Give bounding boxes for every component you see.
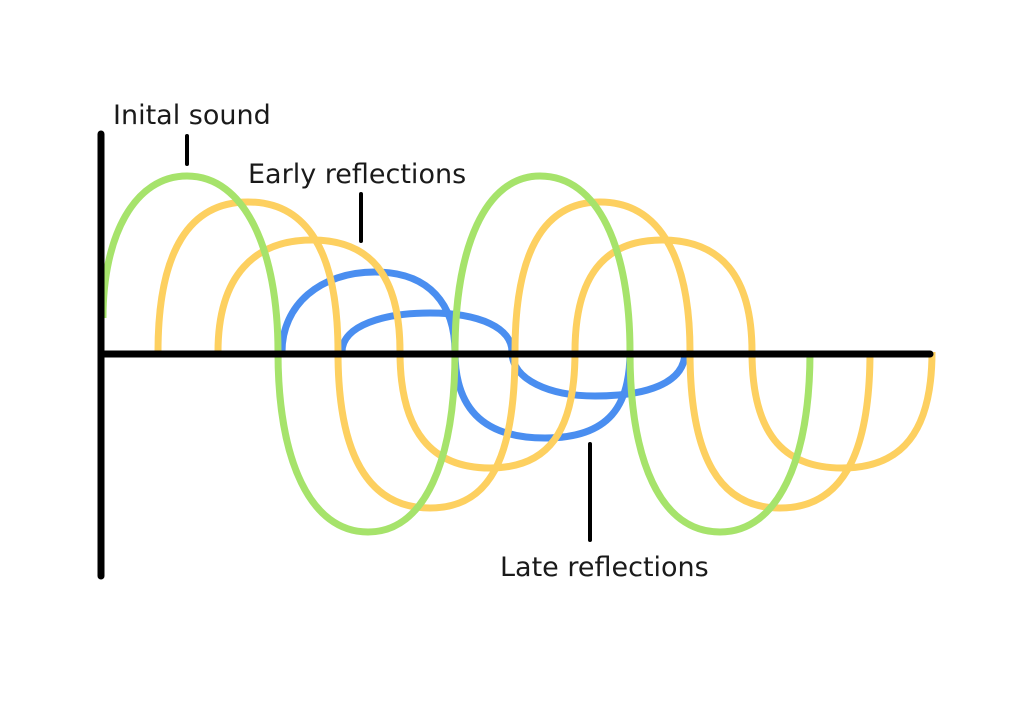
late-reflections-label: Late reflections — [500, 552, 709, 583]
initial-sound-label: Inital sound — [113, 100, 271, 131]
early-reflections-label: Early reflections — [248, 159, 466, 190]
